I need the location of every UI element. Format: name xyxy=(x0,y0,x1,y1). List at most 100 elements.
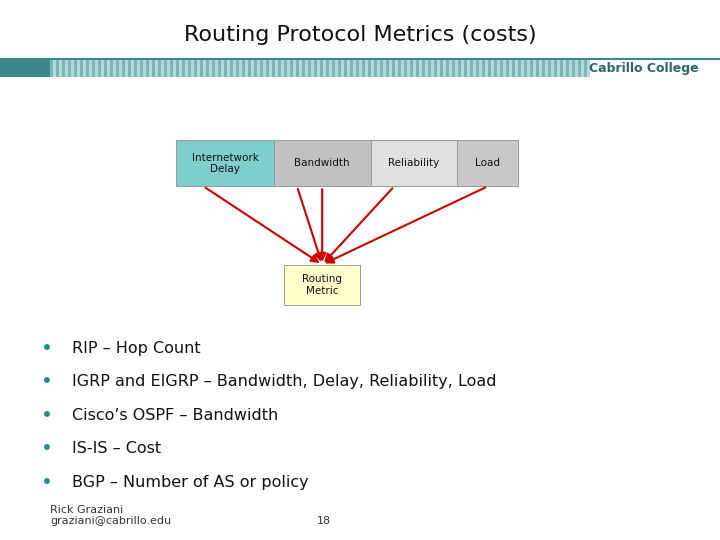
Bar xyxy=(171,59,174,77)
Bar xyxy=(274,140,371,186)
Text: •: • xyxy=(41,472,53,492)
Bar xyxy=(254,59,258,77)
Bar xyxy=(446,59,449,77)
Bar xyxy=(457,140,518,186)
Bar xyxy=(506,59,510,77)
Bar xyxy=(549,59,552,77)
Text: •: • xyxy=(41,439,53,458)
Bar xyxy=(495,59,498,77)
Bar xyxy=(320,59,323,77)
Bar xyxy=(135,59,138,77)
Text: Rick Graziani
graziani@cabrillo.edu: Rick Graziani graziani@cabrillo.edu xyxy=(50,505,171,526)
Bar xyxy=(153,59,156,77)
Bar xyxy=(513,59,516,77)
Bar xyxy=(351,59,354,77)
Bar xyxy=(410,59,413,77)
Bar xyxy=(68,59,71,77)
Bar xyxy=(459,59,462,77)
Bar xyxy=(243,59,246,77)
Text: •: • xyxy=(41,339,53,358)
Text: Reliability: Reliability xyxy=(388,158,440,168)
Bar xyxy=(176,140,274,186)
Bar xyxy=(405,59,408,77)
Bar xyxy=(266,59,269,77)
Bar xyxy=(117,59,120,77)
Bar xyxy=(560,59,563,77)
Bar xyxy=(333,59,336,77)
Bar xyxy=(236,59,239,77)
Bar xyxy=(572,59,575,77)
Bar xyxy=(374,59,377,77)
Bar xyxy=(567,59,570,77)
Bar xyxy=(344,59,347,77)
Bar xyxy=(518,59,521,77)
Bar xyxy=(482,59,485,77)
Bar xyxy=(387,59,390,77)
Bar xyxy=(326,59,329,77)
Bar xyxy=(338,59,341,77)
Text: Cisco’s OSPF – Bandwidth: Cisco’s OSPF – Bandwidth xyxy=(72,408,278,423)
Bar xyxy=(50,59,590,77)
Bar xyxy=(164,59,167,77)
Bar xyxy=(122,59,125,77)
Text: RIP – Hop Count: RIP – Hop Count xyxy=(72,341,201,356)
Bar xyxy=(50,59,53,77)
Bar xyxy=(554,59,557,77)
Bar xyxy=(500,59,503,77)
Bar xyxy=(189,59,192,77)
Bar xyxy=(392,59,395,77)
Text: •: • xyxy=(41,406,53,425)
Bar xyxy=(200,59,203,77)
Bar xyxy=(369,59,372,77)
Bar xyxy=(470,59,474,77)
Bar xyxy=(86,59,89,77)
Bar xyxy=(194,59,197,77)
Bar xyxy=(441,59,444,77)
Bar xyxy=(218,59,222,77)
Bar xyxy=(536,59,539,77)
Bar xyxy=(416,59,419,77)
Bar xyxy=(531,59,534,77)
Text: Internetwork
Delay: Internetwork Delay xyxy=(192,152,258,174)
Bar xyxy=(63,59,66,77)
Bar xyxy=(56,59,60,77)
Bar xyxy=(81,59,84,77)
Bar xyxy=(423,59,426,77)
Bar xyxy=(585,59,588,77)
Bar xyxy=(225,59,228,77)
Bar xyxy=(284,265,360,305)
Bar xyxy=(380,59,383,77)
Bar xyxy=(578,59,582,77)
Bar xyxy=(315,59,318,77)
Bar xyxy=(434,59,438,77)
Bar xyxy=(302,59,305,77)
Text: Load: Load xyxy=(475,158,500,168)
Bar xyxy=(272,59,276,77)
Bar xyxy=(158,59,161,77)
Bar xyxy=(104,59,107,77)
Bar xyxy=(488,59,491,77)
Bar xyxy=(362,59,366,77)
Text: •: • xyxy=(41,372,53,391)
Text: BGP – Number of AS or policy: BGP – Number of AS or policy xyxy=(72,475,309,490)
Text: Routing
Metric: Routing Metric xyxy=(302,274,342,296)
Bar xyxy=(92,59,96,77)
Bar xyxy=(371,140,457,186)
Text: Cabrillo College: Cabrillo College xyxy=(589,62,698,75)
Bar xyxy=(308,59,312,77)
Text: Routing Protocol Metrics (costs): Routing Protocol Metrics (costs) xyxy=(184,25,536,45)
Bar xyxy=(464,59,467,77)
Bar xyxy=(128,59,132,77)
Text: IS-IS – Cost: IS-IS – Cost xyxy=(72,441,161,456)
Text: 18: 18 xyxy=(317,516,331,526)
Bar xyxy=(110,59,114,77)
Bar xyxy=(261,59,264,77)
Bar xyxy=(146,59,150,77)
Bar xyxy=(284,59,287,77)
Bar xyxy=(182,59,185,77)
Bar xyxy=(398,59,402,77)
Text: IGRP and EIGRP – Bandwidth, Delay, Reliability, Load: IGRP and EIGRP – Bandwidth, Delay, Relia… xyxy=(72,374,497,389)
Bar xyxy=(356,59,359,77)
Bar xyxy=(99,59,102,77)
Bar xyxy=(452,59,456,77)
